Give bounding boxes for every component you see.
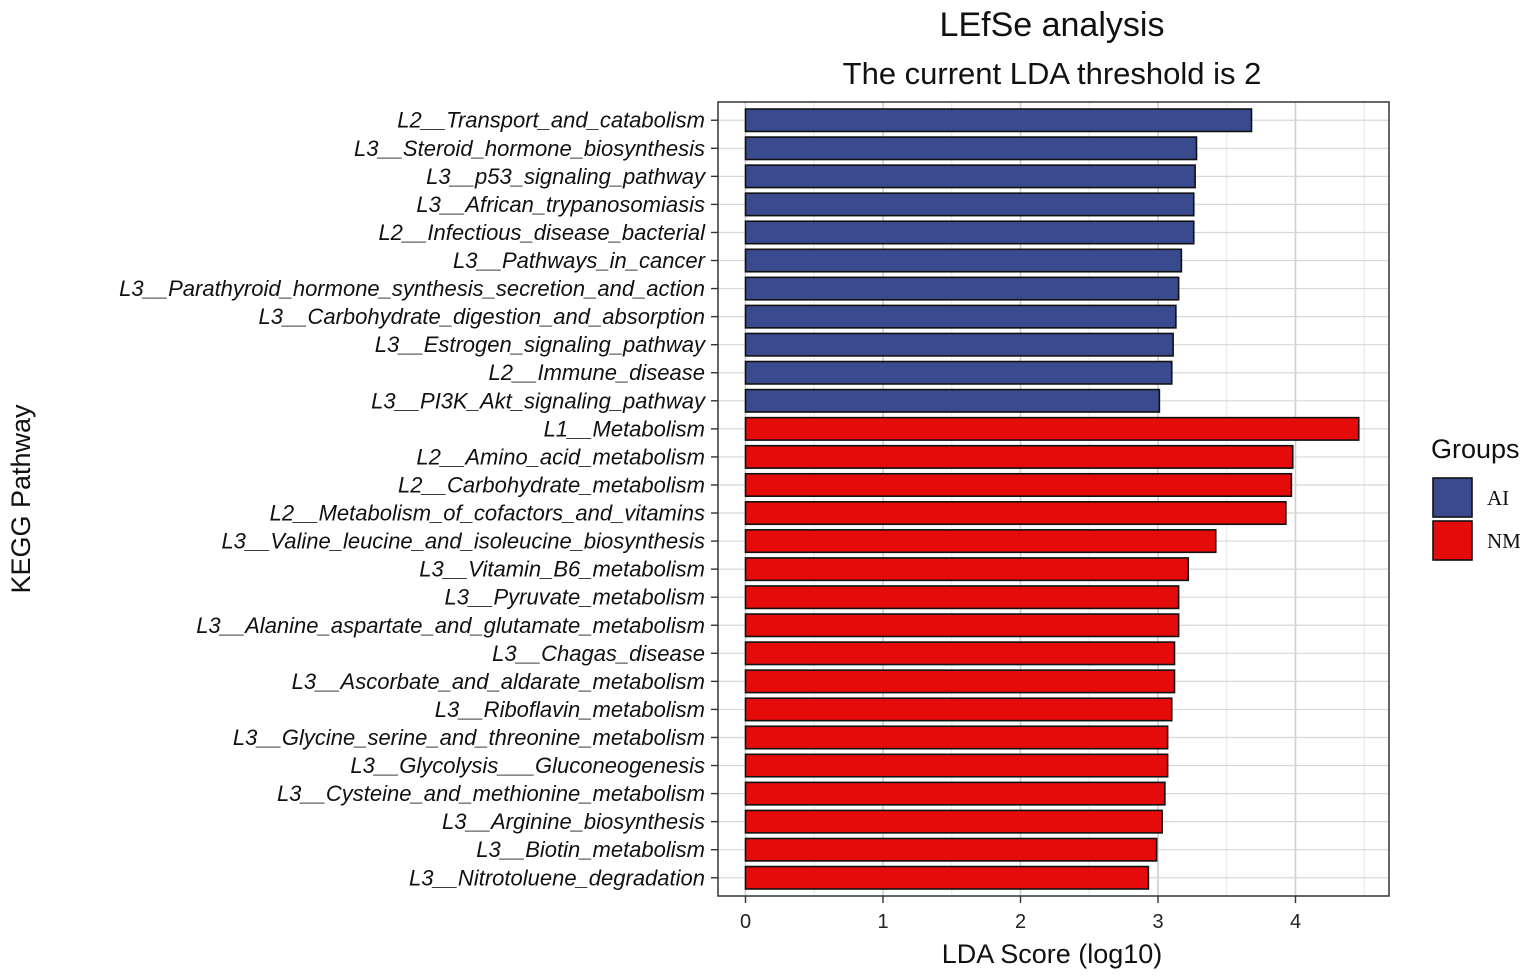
bar-nm bbox=[744, 529, 1217, 554]
legend: Groups AI NM bbox=[1431, 434, 1521, 561]
bar-nm bbox=[744, 557, 1190, 582]
bar-ai bbox=[744, 220, 1195, 245]
bar-ai bbox=[744, 248, 1183, 273]
bar-nm bbox=[744, 641, 1176, 666]
category-label: L2__Immune_disease bbox=[489, 360, 705, 385]
bar-ai bbox=[744, 360, 1173, 385]
category-label: L3__Pathways_in_cancer bbox=[453, 248, 707, 273]
bar-nm bbox=[744, 585, 1180, 610]
category-label: L3__p53_signaling_pathway bbox=[426, 164, 707, 189]
bar-ai bbox=[744, 388, 1161, 413]
legend-label-ai: AI bbox=[1487, 486, 1509, 510]
category-label: L3__Alanine_aspartate_and_glutamate_meta… bbox=[196, 613, 705, 638]
bar-nm bbox=[744, 416, 1360, 441]
x-tick-label: 4 bbox=[1290, 911, 1301, 933]
bar-nm bbox=[744, 669, 1176, 694]
bar-nm bbox=[744, 444, 1294, 469]
category-label: L3__Carbohydrate_digestion_and_absorptio… bbox=[259, 304, 705, 329]
bar-ai bbox=[744, 164, 1196, 189]
category-label: L3__Ascorbate_and_aldarate_metabolism bbox=[292, 669, 705, 694]
bar-ai bbox=[744, 332, 1174, 357]
category-label: L3__Estrogen_signaling_pathway bbox=[375, 332, 707, 357]
category-label: L3__Glycine_serine_and_threonine_metabol… bbox=[233, 725, 705, 750]
category-labels: L2__Transport_and_catabolism L3__Steroid_… bbox=[119, 108, 718, 890]
legend-label-nm: NM bbox=[1487, 529, 1521, 553]
category-label: L3__African_trypanosomiasis bbox=[416, 192, 705, 217]
category-label: L3__Steroid_hormone_biosynthesis bbox=[354, 136, 705, 161]
category-label: L3__Riboflavin_metabolism bbox=[435, 697, 705, 722]
bar-ai bbox=[744, 276, 1180, 301]
category-label: L3__Nitrotoluene_degradation bbox=[409, 865, 705, 890]
category-label: L3__Parathyroid_hormone_synthesis_secret… bbox=[119, 276, 705, 301]
x-axis-title: LDA Score (log10) bbox=[942, 939, 1163, 969]
bar-nm bbox=[744, 753, 1169, 778]
bar-nm bbox=[744, 809, 1163, 834]
bar-ai bbox=[744, 304, 1177, 329]
legend-key-ai bbox=[1432, 477, 1473, 518]
category-label: L3__Biotin_metabolism bbox=[476, 837, 705, 862]
category-label: L3__Cysteine_and_methionine_metabolism bbox=[277, 781, 705, 806]
category-label: L3__Valine_leucine_and_isoleucine_biosyn… bbox=[221, 529, 705, 554]
chart-title: LEfSe analysis bbox=[940, 6, 1165, 44]
category-label: L3__Vitamin_B6_metabolism bbox=[419, 557, 705, 582]
x-tick-label: 3 bbox=[1152, 911, 1163, 933]
x-axis-ticks: 0 1 2 3 4 bbox=[740, 896, 1301, 933]
category-label: L2__Carbohydrate_metabolism bbox=[398, 472, 705, 497]
y-axis-title: KEGG Pathway bbox=[6, 404, 36, 594]
category-label: L3__Glycolysis___Gluconeogenesis bbox=[350, 753, 705, 778]
bar-nm bbox=[744, 781, 1166, 806]
x-tick-label: 0 bbox=[740, 911, 751, 933]
x-tick-label: 2 bbox=[1015, 911, 1026, 933]
bar-nm bbox=[744, 613, 1180, 638]
category-label: L3__Pyruvate_metabolism bbox=[445, 585, 705, 610]
legend-title: Groups bbox=[1431, 434, 1520, 464]
bar-ai bbox=[744, 108, 1253, 133]
category-label: L3__PI3K_Akt_signaling_pathway bbox=[371, 388, 707, 413]
category-label: L2__Metabolism_of_cofactors_and_vitamins bbox=[270, 501, 705, 526]
legend-key-nm bbox=[1432, 520, 1473, 561]
bar-nm bbox=[744, 865, 1150, 890]
bars bbox=[744, 108, 1360, 890]
bar-nm bbox=[744, 697, 1173, 722]
category-label: L2__Infectious_disease_bacterial bbox=[378, 220, 706, 245]
bar-ai bbox=[744, 136, 1198, 161]
category-label: L2__Transport_and_catabolism bbox=[397, 108, 705, 133]
bar-nm bbox=[744, 725, 1169, 750]
category-label: L1__Metabolism bbox=[544, 416, 705, 441]
bar-ai bbox=[744, 192, 1195, 217]
chart-subtitle: The current LDA threshold is 2 bbox=[843, 56, 1262, 91]
category-label: L3__Arginine_biosynthesis bbox=[442, 809, 705, 834]
bar-nm bbox=[744, 837, 1158, 862]
x-tick-label: 1 bbox=[877, 911, 888, 933]
bar-nm bbox=[744, 472, 1293, 497]
category-label: L3__Chagas_disease bbox=[492, 641, 705, 666]
category-label: L2__Amino_acid_metabolism bbox=[416, 444, 705, 469]
bar-nm bbox=[744, 501, 1287, 526]
plot-border bbox=[717, 101, 1390, 897]
